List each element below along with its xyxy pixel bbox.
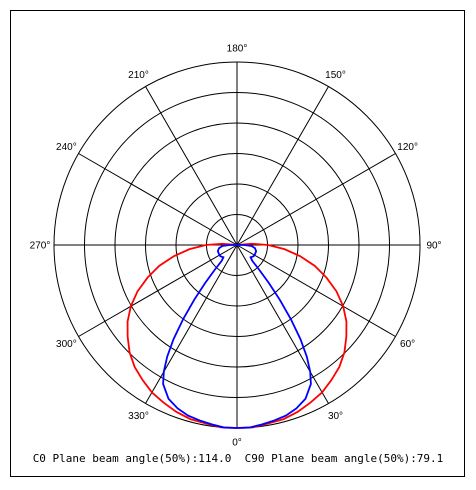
- angle-label: 270°: [30, 241, 51, 252]
- angle-labels: 0° 30° 60° 90° 120° 150° 180° 210° 240° 270° 300° 3…: [30, 44, 442, 449]
- angle-label: 180°: [227, 44, 248, 55]
- grid-spoke: [78, 244, 238, 337]
- grid-spoke: [236, 86, 329, 246]
- intensity-curves: [126, 242, 348, 429]
- intensity-curve-1: [162, 244, 312, 429]
- c90-beam-angle-text: C90 Plane beam angle(50%):79.1: [244, 452, 444, 465]
- grid-spoke: [236, 153, 396, 246]
- grid-spoke: [145, 86, 238, 246]
- beam-angle-footer: C0 Plane beam angle(50%):114.0 C90 Plane…: [0, 452, 476, 465]
- angle-label: 0°: [232, 438, 242, 449]
- grid-spoke: [145, 244, 238, 404]
- angle-label: 330°: [128, 411, 149, 422]
- angle-label: 240°: [56, 142, 77, 153]
- angle-label: 30°: [328, 411, 343, 422]
- polar-grid: [53, 61, 421, 429]
- grid-spoke: [236, 244, 396, 337]
- angle-label: 120°: [397, 142, 418, 153]
- angle-label: 300°: [56, 339, 77, 350]
- angle-label: 60°: [400, 339, 415, 350]
- angle-label: 90°: [426, 241, 441, 252]
- c0-beam-angle-text: C0 Plane beam angle(50%):114.0: [32, 452, 232, 465]
- grid-spoke: [236, 244, 329, 404]
- grid-spoke: [78, 153, 238, 246]
- angle-label: 150°: [325, 70, 346, 81]
- angle-label: 210°: [128, 70, 149, 81]
